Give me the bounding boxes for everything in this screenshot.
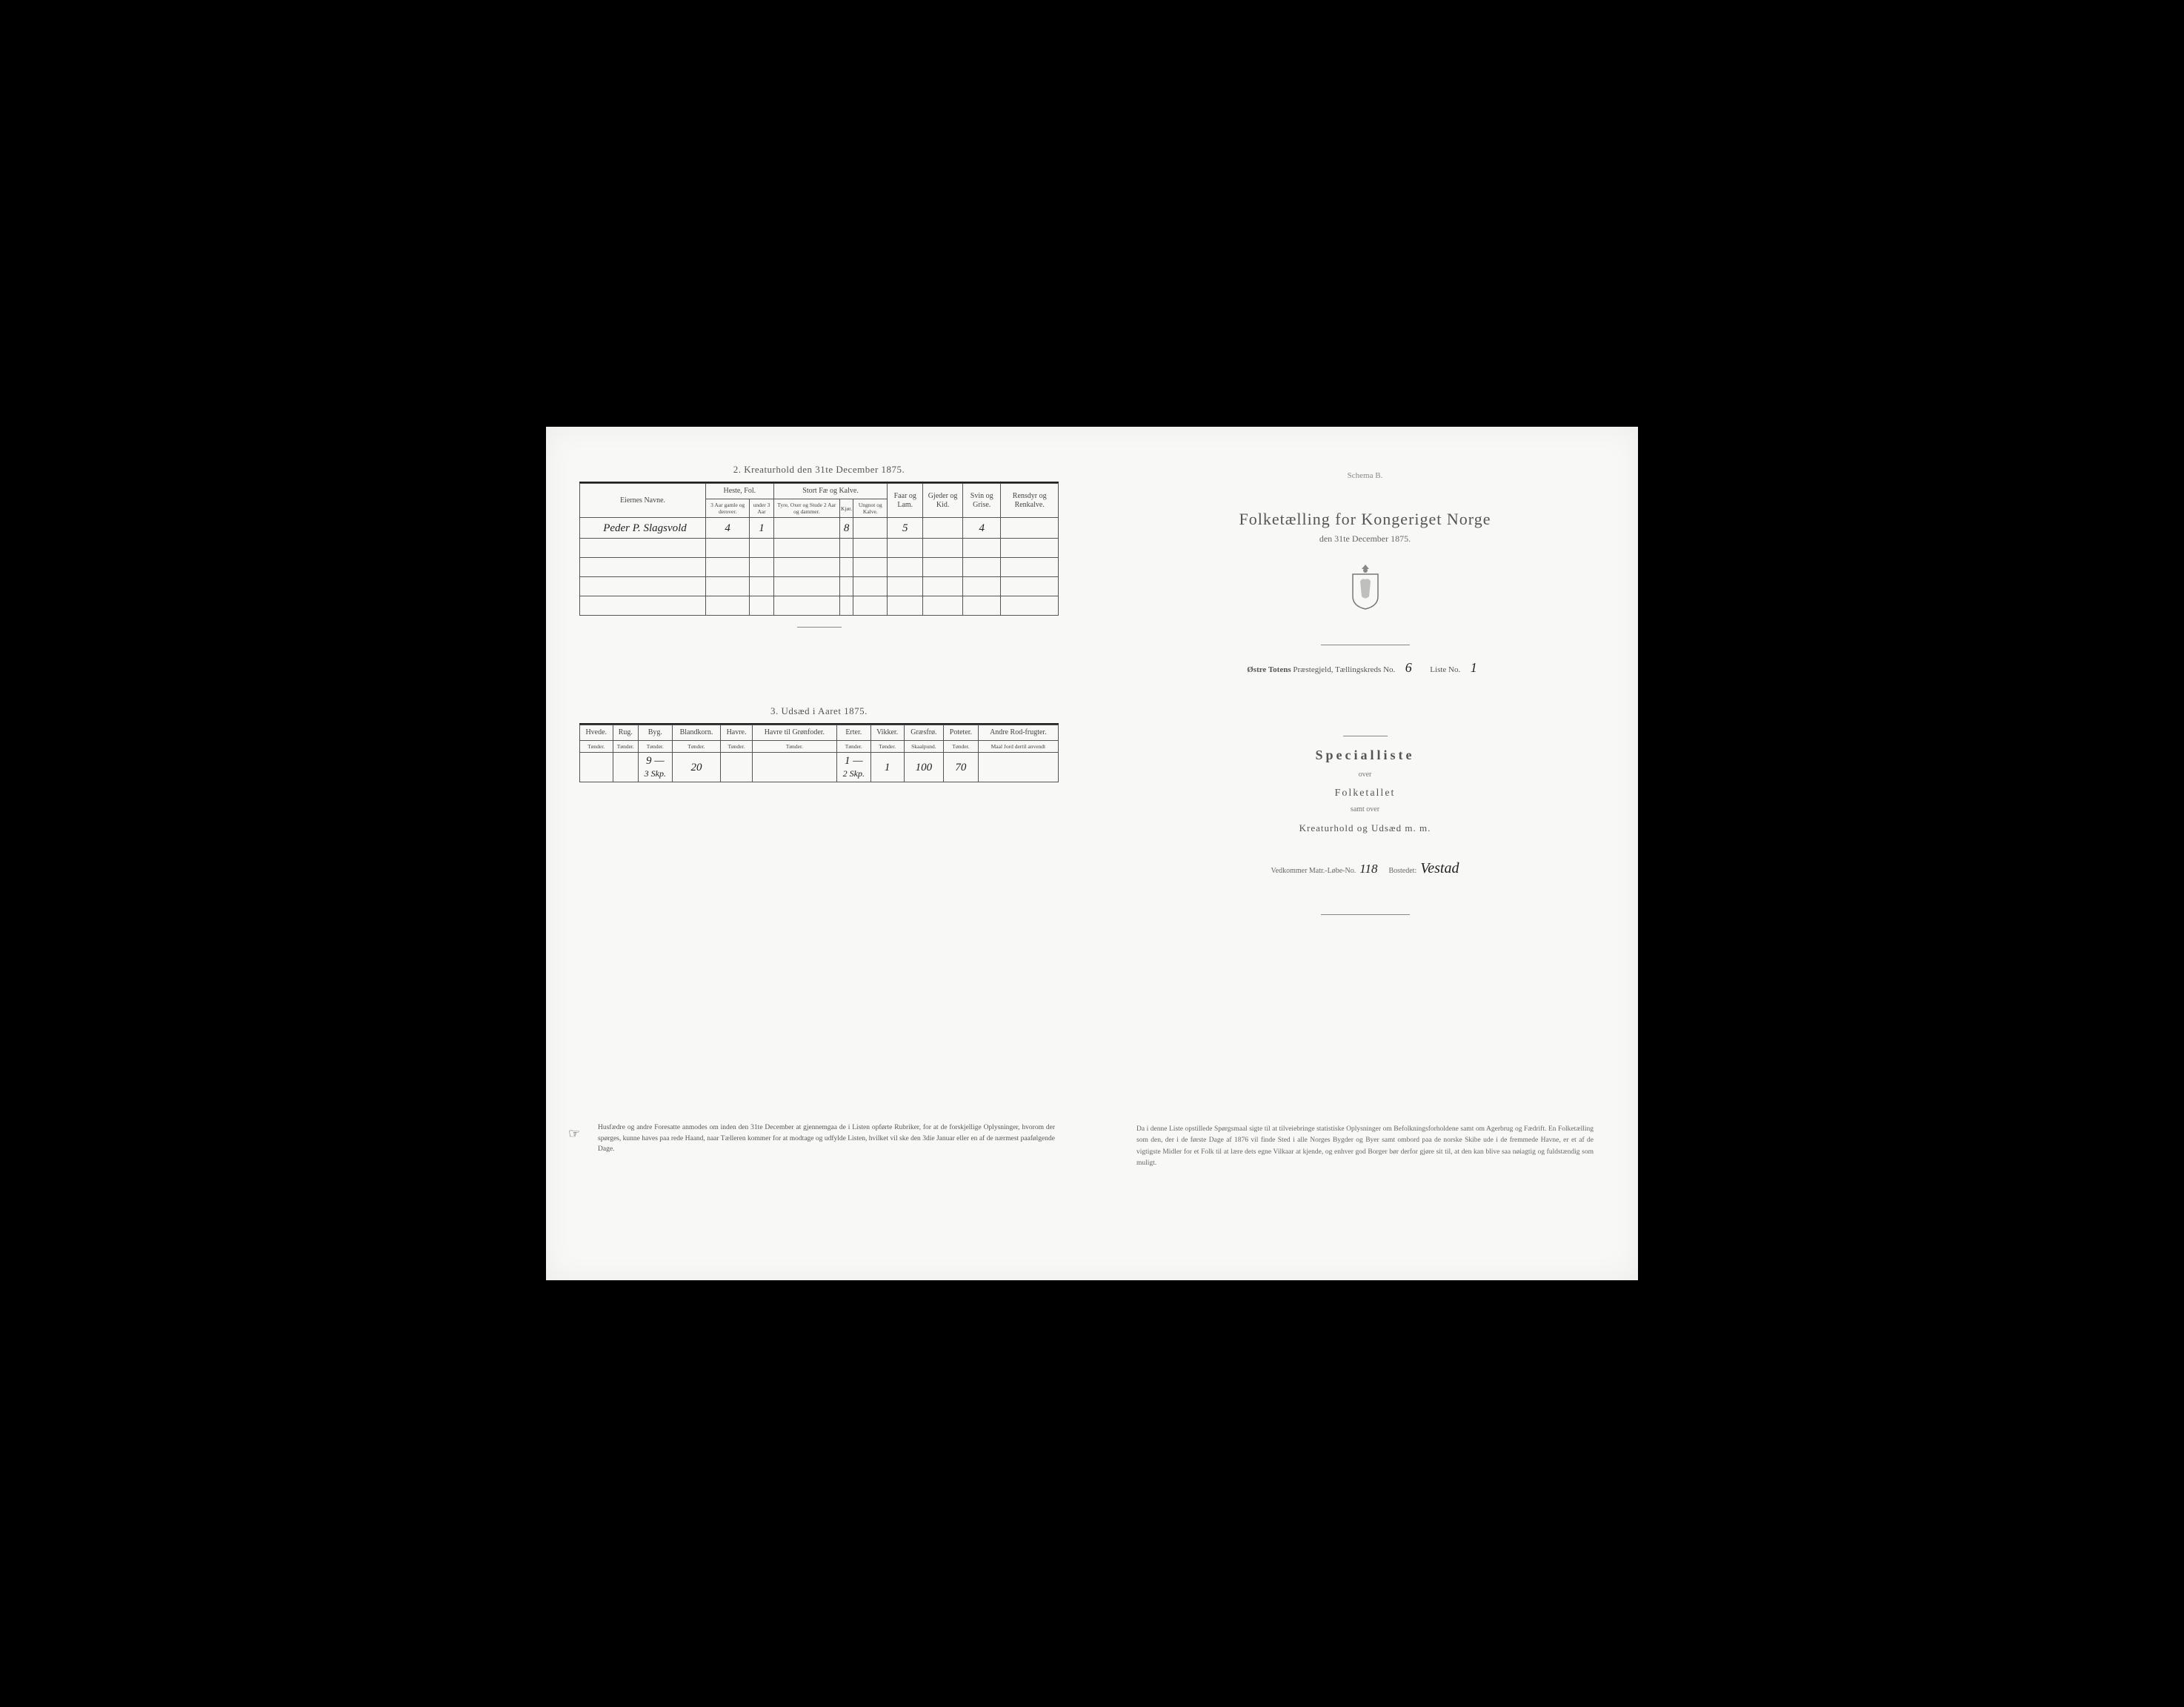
cell: 4 [963,518,1001,539]
col: Havre til Grønfoder. [752,725,836,741]
cell: 1 [870,753,904,782]
col-c1: Tyre, Oxer og Stude 2 Aar og dammer. [773,499,839,518]
col-cattle: Stort Fæ og Kalve. [773,484,888,499]
col-sheep: Faar og Lam. [888,484,923,518]
right-page: Schema B. Folketælling for Kongeriget No… [1092,427,1638,1280]
cell-line: 3 Skp. [645,768,666,779]
col: Byg. [639,725,672,741]
matr-label: Vedkommer Matr.-Løbe-No. [1271,867,1356,875]
table-row [580,539,1059,558]
liste-no: 1 [1465,660,1483,676]
seed-table: Hvede. Rug. Byg. Blandkorn. Havre. Havre… [579,725,1059,782]
col: Hvede. [580,725,613,741]
document-scan: 2. Kreaturhold den 31te December 1875. E… [546,427,1638,1280]
parish-no: 6 [1399,660,1418,676]
speciallist-over: over [1125,771,1605,779]
right-footnote: Da i denne Liste opstillede Spørgsmaal s… [1136,1124,1594,1169]
col-h2: under 3 Aar [750,499,773,518]
cell-line: 2 Skp. [843,768,865,779]
cell [853,518,888,539]
cell [721,753,752,782]
bostedet-label: Bostedet: [1388,867,1416,875]
cell-line: 1 — [845,755,863,767]
cell [978,753,1058,782]
cell [613,753,639,782]
table-row [580,558,1059,577]
unit: Maal Jord dertil anvendt [978,741,1058,753]
col: Andre Rod-frugter. [978,725,1058,741]
main-title: Folketælling for Kongeriget Norge [1125,510,1605,529]
cell [1001,518,1059,539]
col: Erter. [837,725,870,741]
cell [752,753,836,782]
col-c3: Ungnot og Kalve. [853,499,888,518]
cell [580,753,613,782]
table-row [580,577,1059,596]
main-subtitle: den 31te December 1875. [1125,533,1605,545]
cell: 8 [839,518,853,539]
speciallist-folketallet: Folketallet [1125,788,1605,799]
cell: 5 [888,518,923,539]
speciallist-title: Specialliste [1125,748,1605,763]
cell: 70 [944,753,979,782]
unit: Tønder. [721,741,752,753]
speciallist-samt: samt over [1125,805,1605,813]
col: Havre. [721,725,752,741]
col: Rug. [613,725,639,741]
cell: 1 [750,518,773,539]
unit: Tønder. [639,741,672,753]
owner-cell: Peder P. Slagsvold [580,518,706,539]
parish-label: Præstegjeld, Tællingskreds No. [1293,665,1395,674]
cell: 4 [706,518,750,539]
col: Vikker. [870,725,904,741]
left-page: 2. Kreaturhold den 31te December 1875. E… [546,427,1092,1280]
col-horses: Heste, Fol. [706,484,774,499]
section2-title: 2. Kreaturhold den 31te December 1875. [579,464,1059,476]
unit: Tønder. [752,741,836,753]
cell [923,518,963,539]
liste-label: Liste No. [1430,665,1460,674]
unit: Skaalpund. [904,741,943,753]
schema-label: Schema B. [1125,471,1605,480]
coat-of-arms-icon [1125,563,1605,615]
cell-line: 9 — [646,755,665,767]
speciallist-kreaturhold: Kreaturhold og Udsæd m. m. [1125,822,1605,834]
unit: Tønder. [870,741,904,753]
cell: 20 [672,753,721,782]
pointing-hand-icon: ☞ [568,1124,580,1144]
divider [1321,914,1410,915]
col: Poteter. [944,725,979,741]
table-row: Peder P. Slagsvold 4 1 8 5 4 [580,518,1059,539]
col: Græsfrø. [904,725,943,741]
livestock-table: Eiernes Navne. Heste, Fol. Stort Fæ og K… [579,483,1059,616]
footnote-text: Husfædre og andre Foresatte anmodes om i… [598,1124,1055,1153]
parish-line: Østre Totens Præstegjeld, Tællingskreds … [1125,660,1605,699]
unit: Tønder. [837,741,870,753]
matr-line: Vedkommer Matr.-Løbe-No. 118 Bostedet: V… [1125,860,1605,877]
unit: Tønder. [944,741,979,753]
cell: 1 — 2 Skp. [837,753,870,782]
cell: 9 — 3 Skp. [639,753,672,782]
col-goats: Gjeder og Kid. [923,484,963,518]
parish-name: Østre Totens [1247,665,1291,674]
col-h1: 3 Aar gamle og derover. [706,499,750,518]
bostedet: Vestad [1420,860,1459,876]
col: Blandkorn. [672,725,721,741]
col-owner: Eiernes Navne. [580,484,706,518]
col-reindeer: Rensdyr og Renkalve. [1001,484,1059,518]
table-row [580,596,1059,616]
matr-no: 118 [1359,862,1377,876]
col-pigs: Svin og Grise. [963,484,1001,518]
unit: Tønder. [580,741,613,753]
cell [773,518,839,539]
divider [797,627,842,628]
section3-title: 3. Udsæd i Aaret 1875. [579,705,1059,717]
left-footnote: ☞ Husfædre og andre Foresatte anmodes om… [598,1122,1055,1154]
unit: Tønder. [613,741,639,753]
table-row: 9 — 3 Skp. 20 1 — 2 Skp. 1 100 70 [580,753,1059,782]
cell: 100 [904,753,943,782]
unit: Tønder. [672,741,721,753]
col-c2: Kjør. [839,499,853,518]
